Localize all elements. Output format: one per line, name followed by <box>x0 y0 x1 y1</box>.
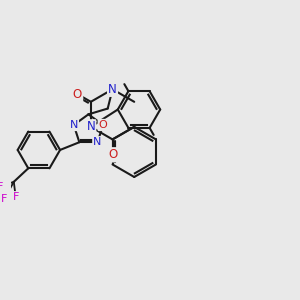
Text: O: O <box>73 88 82 100</box>
Text: F: F <box>13 192 19 202</box>
Text: F: F <box>1 194 8 204</box>
Text: N: N <box>108 83 117 96</box>
Text: N: N <box>70 120 78 130</box>
Text: F: F <box>0 182 4 192</box>
Text: N: N <box>86 120 95 134</box>
Text: O: O <box>99 120 107 130</box>
Text: O: O <box>108 148 117 161</box>
Text: N: N <box>93 137 102 147</box>
